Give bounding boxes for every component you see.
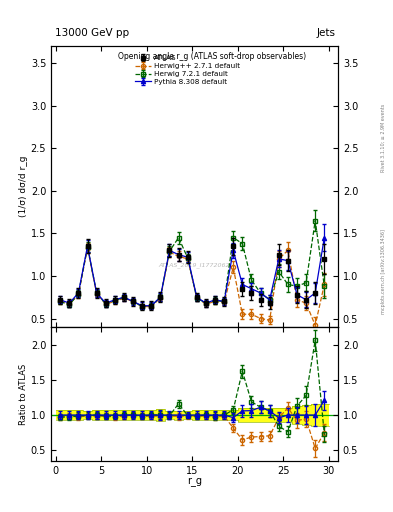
Text: mcplots.cern.ch [arXiv:1306.3436]: mcplots.cern.ch [arXiv:1306.3436] — [381, 229, 386, 314]
Text: Opening angle r_g (ATLAS soft-drop observables): Opening angle r_g (ATLAS soft-drop obser… — [118, 52, 306, 61]
X-axis label: r_g: r_g — [187, 477, 202, 487]
Text: Rivet 3.1.10; ≥ 2.9M events: Rivet 3.1.10; ≥ 2.9M events — [381, 104, 386, 173]
Y-axis label: Ratio to ATLAS: Ratio to ATLAS — [19, 364, 28, 424]
Legend: ATLAS, Herwig++ 2.7.1 default, Herwig 7.2.1 default, Pythia 8.308 default: ATLAS, Herwig++ 2.7.1 default, Herwig 7.… — [135, 55, 240, 85]
Y-axis label: (1/σ) dσ/d r_g: (1/σ) dσ/d r_g — [19, 156, 28, 217]
Text: Jets: Jets — [317, 28, 336, 38]
Text: ATLAS_2019_I1772062: ATLAS_2019_I1772062 — [159, 262, 230, 268]
Text: 13000 GeV pp: 13000 GeV pp — [55, 28, 129, 38]
